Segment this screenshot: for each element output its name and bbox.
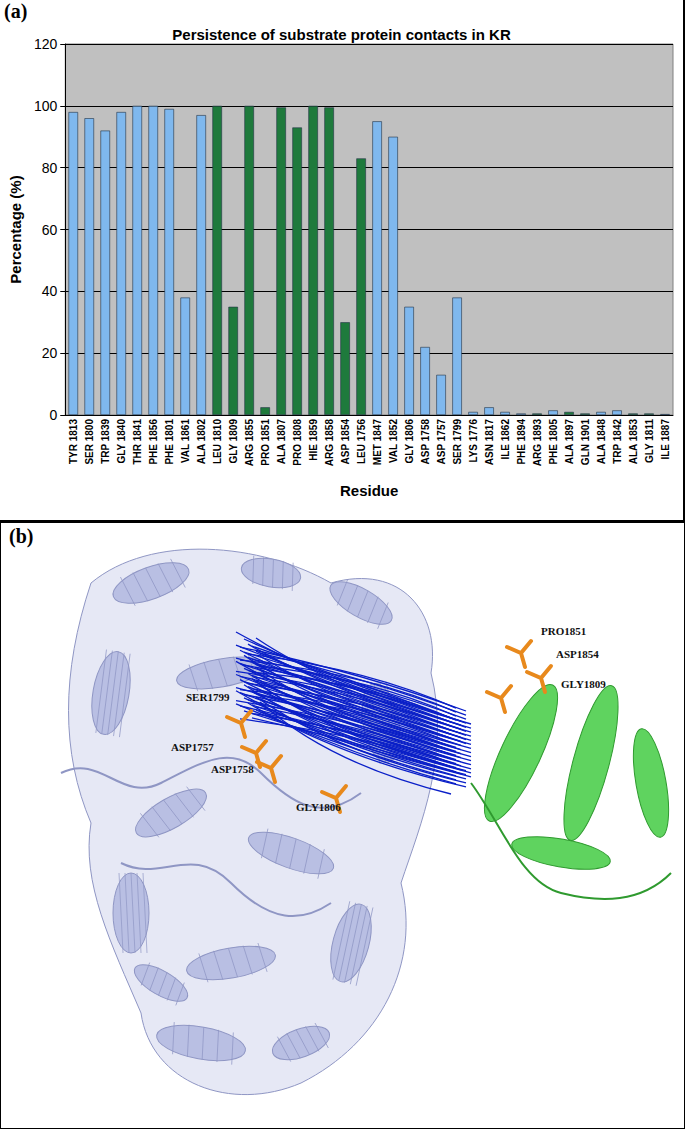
svg-text:GLY 1806: GLY 1806 [404, 419, 415, 464]
svg-text:THR 1841: THR 1841 [132, 419, 143, 465]
svg-text:ASN 1817: ASN 1817 [484, 419, 495, 466]
svg-text:ASP 1757: ASP 1757 [436, 419, 447, 465]
svg-text:ALA 1807: ALA 1807 [276, 419, 287, 465]
svg-text:Percentage (%): Percentage (%) [7, 175, 24, 283]
svg-text:ALA 1853: ALA 1853 [628, 419, 639, 465]
svg-text:PHE 1856: PHE 1856 [148, 419, 159, 465]
svg-text:PHE 1805: PHE 1805 [548, 419, 559, 465]
svg-text:80: 80 [42, 160, 58, 176]
svg-text:SER1799: SER1799 [186, 691, 230, 703]
svg-text:PRO1851: PRO1851 [541, 625, 586, 637]
html-text:(a): (a) [4, 0, 28, 22]
svg-text:HIE 1859: HIE 1859 [308, 419, 319, 461]
svg-text:100: 100 [34, 98, 58, 114]
svg-text:GLY 1809: GLY 1809 [228, 419, 239, 464]
svg-text:40: 40 [42, 283, 58, 299]
svg-text:PRO 1808: PRO 1808 [292, 419, 303, 466]
svg-text:ALA 1848: ALA 1848 [596, 419, 607, 465]
svg-text:LEU 1756: LEU 1756 [356, 419, 367, 464]
svg-text:20: 20 [42, 345, 58, 361]
svg-text:GLY1806: GLY1806 [296, 801, 341, 813]
svg-text:LYS 1776: LYS 1776 [468, 419, 479, 463]
html-text:(b): (b) [9, 525, 34, 547]
svg-text:ALA 1802: ALA 1802 [196, 419, 207, 465]
svg-text:ASP1758: ASP1758 [211, 763, 254, 775]
svg-text:Residue: Residue [340, 482, 398, 499]
svg-text:ARG 1855: ARG 1855 [244, 419, 255, 467]
svg-text:LEU 1810: LEU 1810 [212, 419, 223, 464]
svg-text:GLY1809: GLY1809 [561, 678, 606, 690]
svg-text:Persistence of substrate prote: Persistence of substrate protein contact… [172, 26, 511, 43]
svg-text:ASP1757: ASP1757 [171, 741, 214, 753]
svg-text:ILE 1862: ILE 1862 [500, 419, 511, 460]
svg-text:TRP 1839: TRP 1839 [100, 419, 111, 464]
svg-text:ASP 1758: ASP 1758 [420, 419, 431, 465]
svg-text:ASP 1854: ASP 1854 [340, 419, 351, 465]
svg-text:SER 1800: SER 1800 [84, 419, 95, 465]
svg-text:SER 1799: SER 1799 [452, 419, 463, 465]
svg-text:120: 120 [34, 36, 58, 52]
svg-text:VAL 1852: VAL 1852 [388, 419, 399, 464]
svg-text:PHE 1894: PHE 1894 [516, 419, 527, 465]
svg-text:ILE 1887: ILE 1887 [660, 419, 671, 460]
svg-text:VAL 1861: VAL 1861 [180, 419, 191, 464]
svg-text:MET 1847: MET 1847 [372, 419, 383, 466]
svg-text:ARG 1858: ARG 1858 [324, 419, 335, 467]
svg-text:PRO 1851: PRO 1851 [260, 419, 271, 466]
svg-text:TRP 1842: TRP 1842 [612, 419, 623, 464]
svg-text:PHE 1801: PHE 1801 [164, 419, 175, 465]
svg-text:GLN 1901: GLN 1901 [580, 419, 591, 466]
svg-text:ASP1854: ASP1854 [556, 648, 599, 660]
svg-text:GLY 1840: GLY 1840 [116, 419, 127, 464]
svg-text:ALA 1897: ALA 1897 [564, 419, 575, 465]
svg-text:ARG 1893: ARG 1893 [532, 419, 543, 467]
svg-text:0: 0 [49, 407, 57, 423]
svg-text:TYR 1813: TYR 1813 [68, 419, 79, 464]
svg-text:GLY 1811: GLY 1811 [644, 419, 655, 463]
svg-text:60: 60 [42, 222, 58, 238]
